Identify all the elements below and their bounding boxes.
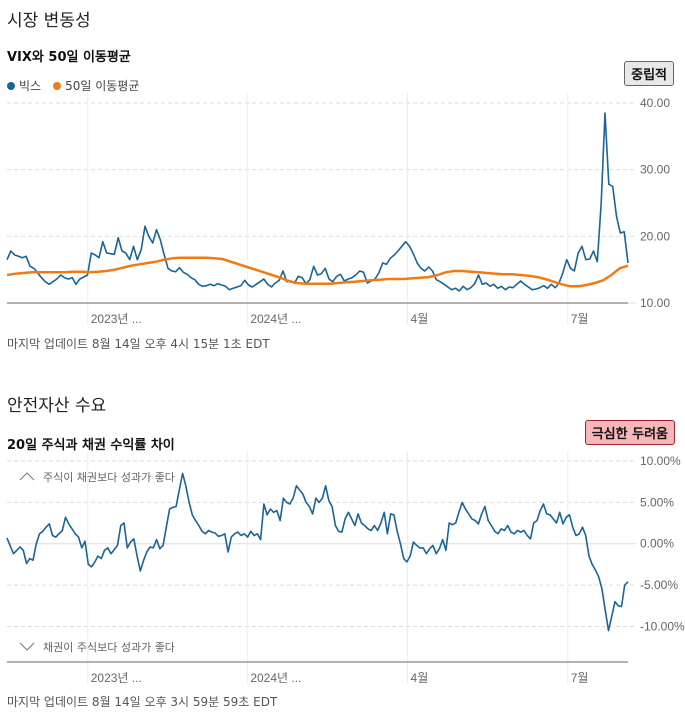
- x-tick-label: 2024년 ...: [250, 312, 301, 326]
- y-tick-label: 30.00: [640, 163, 670, 177]
- legend-dot-ma-icon: [53, 81, 62, 90]
- chevron-up-icon: [19, 472, 35, 481]
- x-tick-label: 2023년 ...: [91, 312, 142, 326]
- y-tick-label: -5.00%: [640, 578, 678, 592]
- y-tick-label: 5.00%: [640, 495, 674, 509]
- x-tick-label: 2023년 ...: [91, 671, 142, 685]
- y-tick-label: 20.00: [640, 229, 670, 243]
- x-tick-label: 7월: [571, 312, 589, 326]
- section-title-safe-haven: 안전자산 수요: [7, 396, 107, 416]
- section-title-volatility: 시장 변동성: [7, 11, 91, 31]
- chart-title-vix: VIX와 50일 이동평균: [7, 50, 131, 65]
- y-tick-label: 40.00: [640, 96, 670, 110]
- x-tick-label: 2024년 ...: [250, 671, 301, 685]
- legend-item-ma: 50일 이동평균: [53, 77, 139, 94]
- series-line-primary: [6, 472, 629, 632]
- last-updated-spread: 마지막 업데이트 8월 14일 오후 3시 59분 59초 EDT: [7, 695, 278, 709]
- series-line-primary: [6, 112, 629, 292]
- legend-label-vix: 빅스: [19, 79, 42, 93]
- last-updated-vix: 마지막 업데이트 8월 14일 오후 4시 15분 1초 EDT: [7, 337, 270, 351]
- x-tick-label: 4월: [411, 671, 429, 685]
- x-tick-label: 7월: [571, 671, 589, 685]
- legend-dot-vix-icon: [7, 81, 15, 90]
- legend-item-vix: 빅스: [7, 77, 41, 94]
- sentiment-badge-extreme-fear: 극심한 두려움: [584, 420, 675, 445]
- annotation-stocks-outperform: 주식이 채권보다 성과가 좋다: [43, 471, 175, 484]
- sentiment-badge-neutral: 중립적: [624, 61, 674, 86]
- chevron-down-icon: [19, 642, 35, 651]
- annotation-bonds-outperform: 채권이 주식보다 성과가 좋다: [43, 641, 175, 654]
- y-tick-label: -10.00%: [640, 619, 685, 633]
- legend-label-ma: 50일 이동평균: [65, 79, 140, 93]
- chart-title-spread: 20일 주식과 채권 수익률 차이: [7, 438, 175, 453]
- y-tick-label: 0.00%: [640, 537, 674, 551]
- vix-chart: 40.00 30.00 20.00 10.00 2023년 ... 2024년 ... 4월…: [6, 93, 670, 326]
- y-tick-label: 10.00%: [640, 454, 681, 468]
- y-tick-label: 10.00: [640, 296, 670, 310]
- legend: 빅스 50일 이동평균: [7, 77, 139, 94]
- x-tick-label: 4월: [411, 312, 429, 326]
- series-line-secondary: [6, 256, 629, 288]
